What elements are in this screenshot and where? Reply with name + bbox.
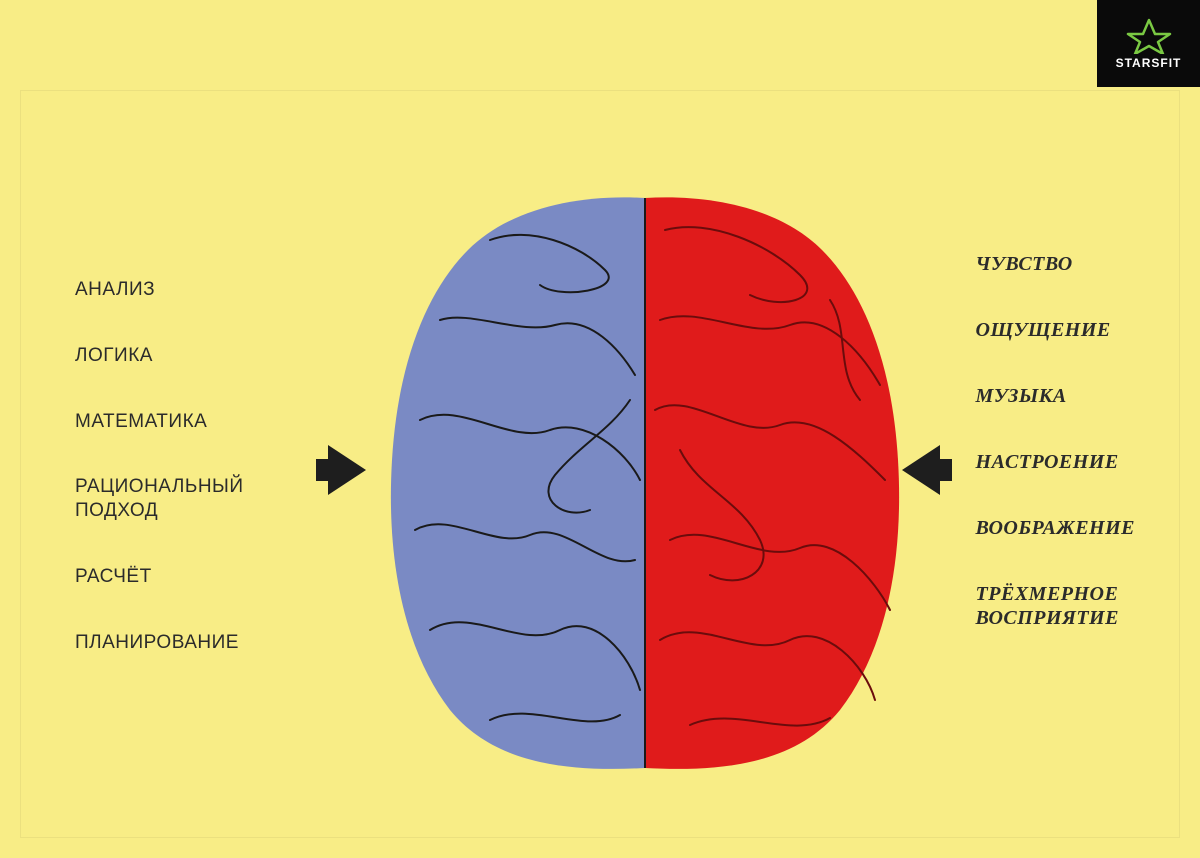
right-hemisphere <box>645 197 899 769</box>
left-item: ЛОГИКА <box>75 344 244 368</box>
right-hemisphere-list: ЧУВСТВО ОЩУЩЕНИЕ МУЗЫКА НАСТРОЕНИЕ ВООБР… <box>976 252 1135 630</box>
brain-diagram <box>380 190 910 775</box>
right-item: ЧУВСТВО <box>976 252 1135 276</box>
left-item: АНАЛИЗ <box>75 278 244 302</box>
right-item: ВООБРАЖЕНИЕ <box>976 516 1135 540</box>
left-item: МАТЕМАТИКА <box>75 410 244 434</box>
right-item: МУЗЫКА <box>976 384 1135 408</box>
left-item: РАСЧЁТ <box>75 565 244 589</box>
right-item: ТРЁХМЕРНОЕ ВОСПРИЯТИЕ <box>976 582 1135 630</box>
left-hemisphere-list: АНАЛИЗ ЛОГИКА МАТЕМАТИКА РАЦИОНАЛЬНЫЙ ПО… <box>75 278 244 654</box>
arrow-right-icon <box>328 445 366 495</box>
left-item: ПЛАНИРОВАНИЕ <box>75 631 244 655</box>
right-item: НАСТРОЕНИЕ <box>976 450 1135 474</box>
left-item: РАЦИОНАЛЬНЫЙ ПОДХОД <box>75 475 244 523</box>
right-item: ОЩУЩЕНИЕ <box>976 318 1135 342</box>
star-icon <box>1124 18 1174 54</box>
logo-text: STARSFIT <box>1116 56 1182 70</box>
logo-badge: STARSFIT <box>1097 0 1200 87</box>
